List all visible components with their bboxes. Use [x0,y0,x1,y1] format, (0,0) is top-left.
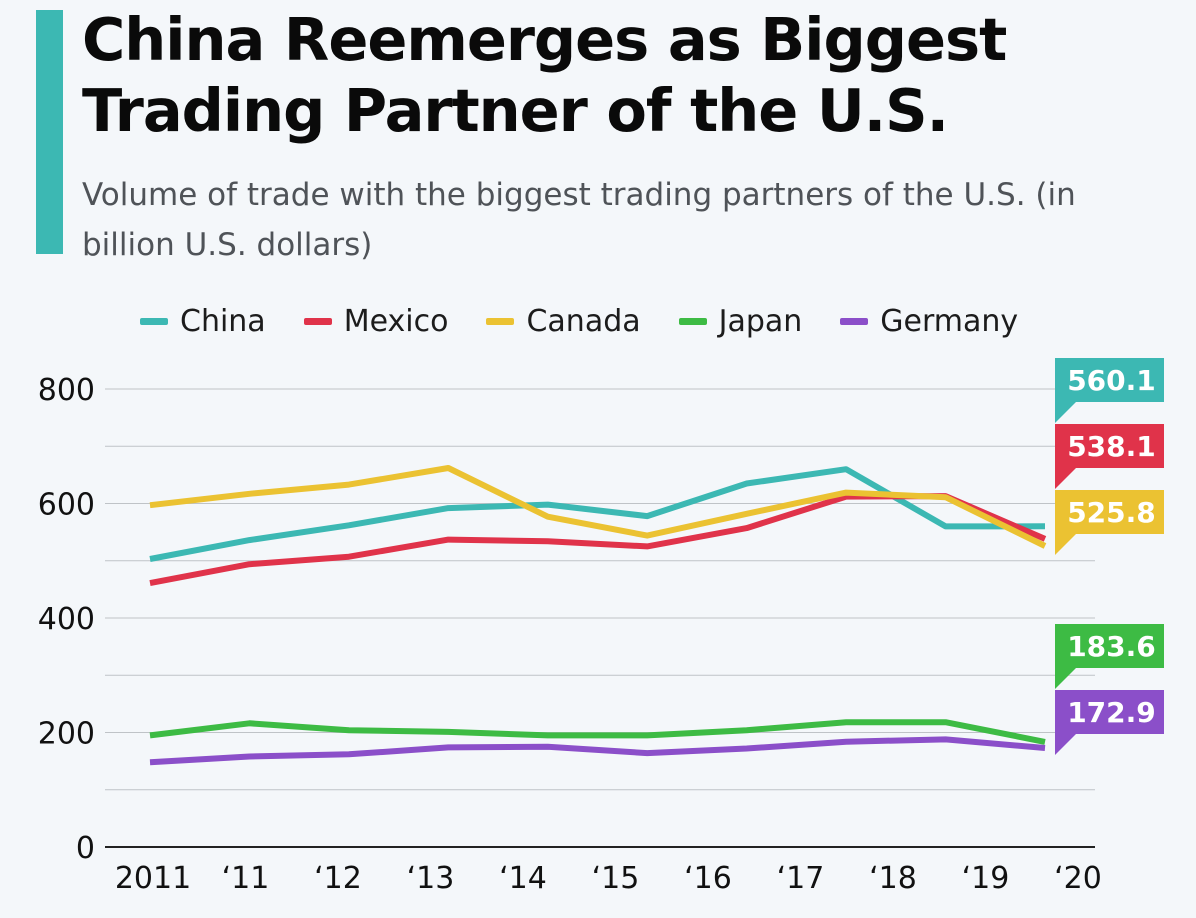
end-value-label-china: 560.1 [1055,358,1164,423]
x-tick-label: 2011 [115,861,191,896]
legend-item-germany: Germany [840,304,1018,339]
x-tick-label: ‘20 [1054,861,1102,896]
x-tick-label: ‘13 [407,861,455,896]
legend-swatch [140,317,168,325]
x-tick-label: ‘16 [684,861,732,896]
end-value-text: 183.6 [1067,630,1156,663]
legend-label: China [180,303,266,339]
chart-title: China Reemerges as Biggest Trading Partn… [82,5,1007,145]
end-value-text: 525.8 [1067,496,1156,529]
end-value-box [1055,424,1164,489]
series-line-germany [149,736,1046,766]
legend-label: Germany [880,303,1019,339]
y-tick-label: 200 [38,717,95,752]
end-value-label-japan: 183.6 [1055,624,1164,689]
x-tick-label: ‘11 [222,861,270,896]
title-accent-bar [36,10,63,254]
end-value-box [1055,690,1164,755]
legend-item-japan: Japan [678,303,803,339]
series-line-canada [149,465,1047,549]
end-value-text: 172.9 [1067,696,1156,729]
y-tick-label: 800 [38,373,95,408]
end-value-label-germany: 172.9 [1055,690,1164,755]
x-tick-label: ‘14 [499,861,547,896]
x-tick-label: ‘17 [777,861,825,896]
y-tick-label: 400 [38,602,95,637]
x-tick-label: ‘15 [592,861,640,896]
chart-subtitle: Volume of trade with the biggest trading… [82,177,1076,263]
legend-swatch [486,317,515,325]
legend-item-mexico: Mexico [303,303,449,339]
x-tick-label: ‘19 [962,861,1010,896]
end-value-box [1055,358,1164,423]
gridlines [105,388,1095,848]
y-tick-label: 600 [38,488,95,523]
series-line-japan [149,719,1046,745]
legend-item-canada: Canada [486,303,641,339]
legend: China Mexico Canada Japan Germany [140,296,1056,346]
x-tick-label: ‘12 [314,861,362,896]
legend-label: Japan [718,303,803,339]
x-tick-label: ‘18 [869,861,917,896]
end-value-label-canada: 525.8 [1055,490,1164,555]
legend-label: Canada [526,303,641,339]
end-value-box [1055,490,1164,555]
legend-swatch [840,317,869,325]
y-tick-label: 0 [76,831,95,866]
end-value-box [1055,624,1164,689]
end-value-label-mexico: 538.1 [1055,424,1164,489]
end-value-text: 560.1 [1067,364,1156,397]
legend-label: Mexico [343,303,449,339]
end-value-text: 538.1 [1067,430,1156,463]
legend-swatch [678,317,707,325]
legend-item-china: China [140,304,266,339]
legend-swatch [303,317,332,325]
